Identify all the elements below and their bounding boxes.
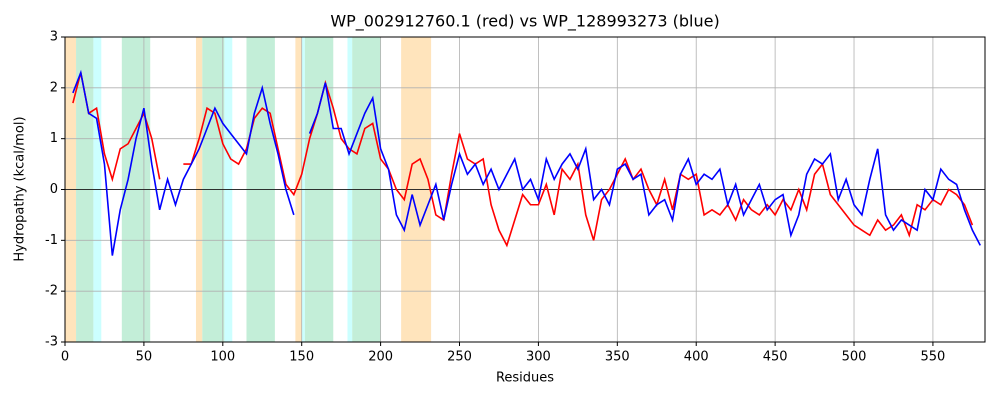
x-axis-label: Residues (496, 371, 554, 386)
x-tick-label: 0 (61, 350, 69, 365)
x-tick-label: 200 (368, 350, 393, 365)
series-line (308, 82, 981, 246)
x-tick-label: 350 (605, 350, 630, 365)
x-tick-label: 100 (210, 350, 235, 365)
x-tick-label: 550 (921, 350, 946, 365)
y-tick-label: -3 (45, 335, 58, 350)
plot-frame (64, 36, 986, 343)
x-tick-label: 400 (684, 350, 709, 365)
y-tick-label: -2 (45, 284, 58, 299)
x-tick-label: 50 (136, 350, 153, 365)
x-tick-label: 150 (289, 350, 314, 365)
x-tick-label: 300 (526, 350, 551, 365)
x-tick-label: 450 (763, 350, 788, 365)
y-tick-label: 1 (50, 131, 58, 146)
x-tick-label: 500 (842, 350, 867, 365)
x-tick-label: 250 (447, 350, 472, 365)
series-line (72, 69, 295, 256)
chart-title: WP_002912760.1 (red) vs WP_128993273 (bl… (330, 12, 719, 32)
y-tick-label: 3 (50, 30, 58, 45)
y-tick-label: 2 (50, 80, 58, 95)
y-tick-label: -1 (45, 233, 58, 248)
y-axis-label: Hydropathy (kcal/mol) (13, 116, 28, 261)
y-tick-label: 0 (50, 182, 58, 197)
